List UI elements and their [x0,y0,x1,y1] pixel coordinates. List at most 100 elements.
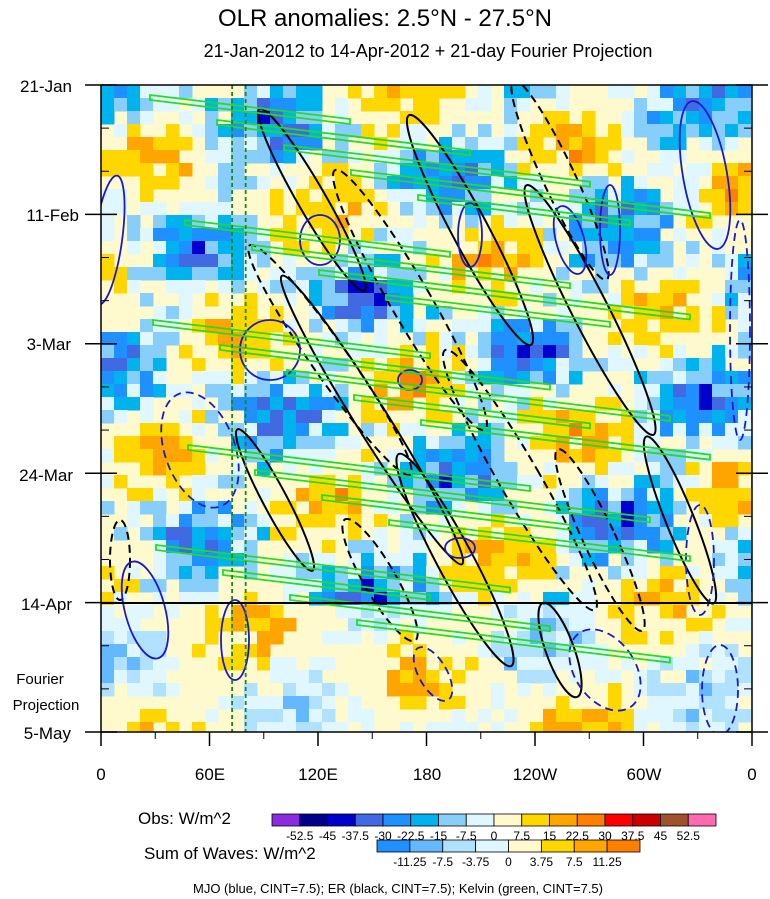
anomaly-cell [205,371,219,385]
anomaly-cell [257,85,271,99]
anomaly-cell [413,683,427,697]
mjo-contour [701,644,739,732]
anomaly-cell [543,462,557,476]
anomaly-cell [231,111,245,125]
anomaly-cell [439,696,453,710]
anomaly-cell [517,358,531,372]
anomaly-cell [283,449,297,463]
anomaly-cell [257,150,271,164]
anomaly-cell [400,670,414,684]
anomaly-cell [244,111,258,125]
x-tick-label-120e: 120E [298,765,338,784]
anomaly-cell [660,423,674,437]
anomaly-cell [725,293,739,307]
anomaly-cell [517,566,531,580]
anomaly-cell [361,293,375,307]
anomaly-cell [101,254,115,268]
anomaly-cell [322,696,336,710]
anomaly-cell [491,696,505,710]
anomaly-cell [465,163,479,177]
anomaly-cell [179,449,193,463]
anomaly-cell [218,514,232,528]
anomaly-cell [751,449,752,463]
anomaly-cell [712,657,726,671]
anomaly-cell [153,423,167,437]
anomaly-cell [166,98,180,112]
anomaly-cell [725,462,739,476]
anomaly-cell [647,709,661,723]
anomaly-cell [712,436,726,450]
anomaly-cell [361,358,375,372]
x-tick-label-180: 180 [413,765,441,784]
anomaly-cell [335,319,349,333]
anomaly-cell [504,475,518,489]
anomaly-cell [751,397,752,411]
anomaly-cell [283,696,297,710]
anomaly-cell [465,176,479,190]
anomaly-cell [192,202,206,216]
anomaly-cell [738,397,752,411]
anomaly-cell [270,618,284,632]
anomaly-cell [712,202,726,216]
reference-longitude-lines [231,85,247,732]
anomaly-cell [114,657,128,671]
obs-colorbar-color-box [521,813,550,827]
anomaly-cell [530,358,544,372]
anomaly-cell [556,267,570,281]
anomaly-cell [218,215,232,229]
anomaly-cell [218,254,232,268]
anomaly-cell [179,462,193,476]
anomaly-cell [114,449,128,463]
anomaly-cell [673,371,687,385]
anomaly-cell [101,98,115,112]
anomaly-cell [140,423,154,437]
anomaly-cell [101,202,115,216]
anomaly-cell [114,644,128,658]
anomaly-cell [283,319,297,333]
mjo-contour [120,560,170,660]
anomaly-cell [270,202,284,216]
anomaly-cell [231,150,245,164]
anomaly-cell [231,527,245,541]
anomaly-cell [205,267,219,281]
anomaly-cell [582,618,596,632]
anomaly-cell [153,358,167,372]
anomaly-cell [296,423,310,437]
anomaly-cell [725,189,739,203]
anomaly-cell [504,137,518,151]
anomaly-cell [309,696,323,710]
anomaly-cell [114,163,128,177]
anomaly-cell [335,631,349,645]
anomaly-cell [348,527,362,541]
anomaly-cell [218,540,232,554]
anomaly-cell [660,566,674,580]
anomaly-cell [153,345,167,359]
anomaly-cell [621,176,635,190]
anomaly-cell [400,553,414,567]
anomaly-cell [712,176,726,190]
anomaly-cell [231,384,245,398]
kelvin-contour [219,343,551,391]
anomaly-cell [621,722,635,732]
anomaly-cell [634,176,648,190]
anomaly-cell [387,280,401,294]
anomaly-cell [166,332,180,346]
anomaly-cell [725,163,739,177]
anomaly-cell [127,85,141,99]
anomaly-cell [244,527,258,541]
anomaly-cell [426,579,440,593]
anomaly-cell [127,384,141,398]
anomaly-cell [582,605,596,619]
anomaly-cell [712,566,726,580]
anomaly-cell [569,280,583,294]
anomaly-cell [244,293,258,307]
anomaly-cell [374,553,388,567]
anomaly-cell [153,436,167,450]
mjo-contour [599,184,621,276]
anomaly-cell [725,202,739,216]
anomaly-cell [504,215,518,229]
anomaly-cell [348,189,362,203]
anomaly-cell [582,501,596,515]
anomaly-cell [322,241,336,255]
obs-colorbar-color-box [687,813,717,827]
